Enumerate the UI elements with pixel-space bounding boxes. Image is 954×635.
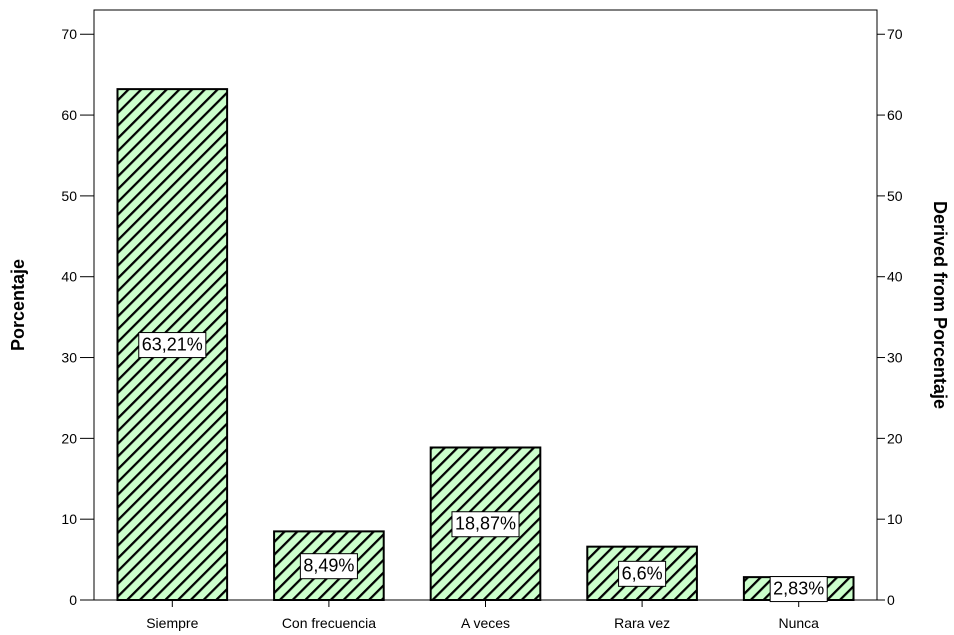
x-tick-label-2: A veces bbox=[461, 615, 510, 631]
data-label-box-3 bbox=[618, 560, 667, 587]
data-label-text-0: 63,21% bbox=[142, 335, 203, 355]
y-tick-label-left-0: 0 bbox=[69, 592, 77, 608]
y-tick-label-right-5: 50 bbox=[887, 188, 903, 204]
x-tick-label-0: Siempre bbox=[146, 615, 198, 631]
data-label-text-2: 18,87% bbox=[455, 514, 516, 534]
data-label-text-1: 8,49% bbox=[303, 556, 354, 576]
y-tick-label-left-4: 40 bbox=[61, 269, 77, 285]
y-axis-title: Porcentaje bbox=[8, 259, 28, 351]
y-tick-label-right-6: 60 bbox=[887, 107, 903, 123]
data-label-4: 2,83% bbox=[769, 576, 828, 603]
x-tick-label-3: Rara vez bbox=[614, 615, 670, 631]
y-tick-label-left-5: 50 bbox=[61, 188, 77, 204]
y-tick-label-right-7: 70 bbox=[887, 26, 903, 42]
data-label-text-4: 2,83% bbox=[773, 579, 824, 599]
y-tick-label-right-2: 20 bbox=[887, 430, 903, 446]
data-label-0: 63,21% bbox=[138, 332, 207, 359]
bars-group bbox=[116, 88, 855, 602]
bar-0 bbox=[116, 88, 229, 601]
data-label-box-4 bbox=[769, 576, 828, 603]
y-tick-label-left-7: 70 bbox=[61, 26, 77, 42]
y-tick-label-right-4: 40 bbox=[887, 269, 903, 285]
data-label-box-1 bbox=[299, 553, 358, 580]
x-tick-label-1: Con frecuencia bbox=[282, 615, 376, 631]
y-tick-label-left-3: 30 bbox=[61, 350, 77, 366]
data-label-box-0 bbox=[138, 332, 207, 359]
left-y-axis: 0 10 20 30 40 50 60 70 bbox=[61, 26, 94, 608]
y-tick-label-right-1: 10 bbox=[887, 511, 903, 527]
y-tick-label-right-0: 0 bbox=[887, 592, 895, 608]
x-tick-label-4: Nunca bbox=[778, 615, 819, 631]
data-label-1: 8,49% bbox=[299, 553, 358, 580]
data-labels-group: 63,21% 8,49% 18,87% 6,6% 2,83% bbox=[138, 332, 828, 603]
y2-axis-title: Derived from Porcentaje bbox=[930, 201, 950, 409]
y-tick-label-left-1: 10 bbox=[61, 511, 77, 527]
y-tick-label-left-2: 20 bbox=[61, 430, 77, 446]
data-label-3: 6,6% bbox=[618, 560, 667, 587]
data-label-2: 18,87% bbox=[451, 511, 520, 538]
y-tick-label-left-6: 60 bbox=[61, 107, 77, 123]
y-tick-label-right-3: 30 bbox=[887, 350, 903, 366]
x-axis: Siempre Con frecuencia A veces Rara vez Nunc… bbox=[146, 600, 819, 631]
data-label-box-2 bbox=[451, 511, 520, 538]
right-y-axis: 0 10 20 30 40 50 60 70 bbox=[877, 26, 903, 608]
data-label-text-3: 6,6% bbox=[622, 563, 663, 583]
